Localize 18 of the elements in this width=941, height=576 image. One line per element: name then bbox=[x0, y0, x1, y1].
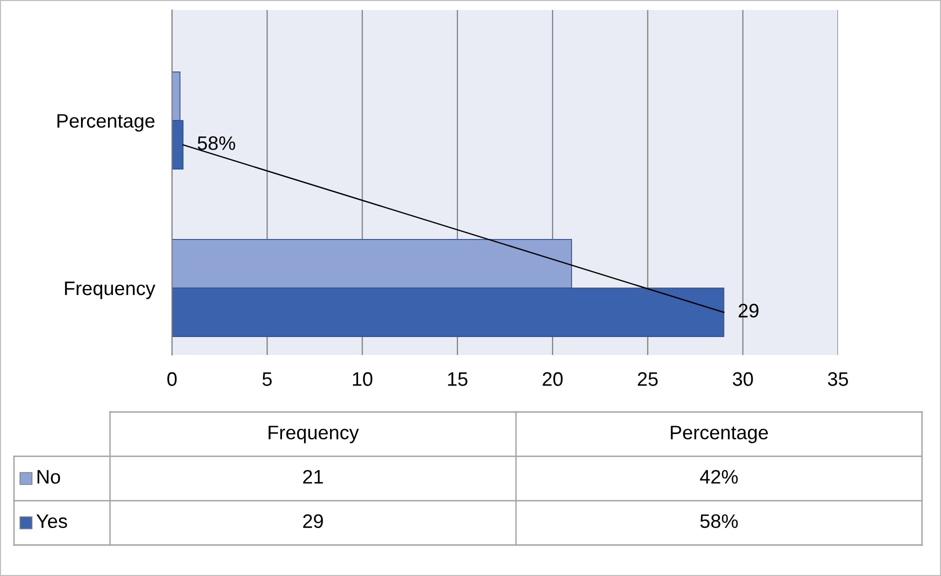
x-tick-label: 15 bbox=[448, 372, 468, 386]
text: 29 bbox=[303, 514, 323, 528]
x-tick-label: 10 bbox=[352, 372, 372, 386]
category-label: Percentage bbox=[670, 426, 768, 444]
data-label: 58% bbox=[198, 136, 236, 150]
legend-label: Yes bbox=[36, 514, 68, 528]
legend-label: No bbox=[38, 470, 60, 484]
category-label: Frequency bbox=[268, 426, 359, 444]
text: 42% bbox=[700, 470, 738, 484]
x-tick-label: 35 bbox=[828, 372, 848, 386]
x-tick-label: 25 bbox=[638, 372, 658, 386]
text: 58% bbox=[700, 514, 738, 528]
x-tick-label: 5 bbox=[262, 372, 272, 386]
text: 21 bbox=[303, 470, 323, 484]
x-tick-label: 30 bbox=[732, 372, 753, 386]
x-tick-label: 0 bbox=[167, 372, 177, 386]
data-label: 29 bbox=[738, 304, 758, 318]
x-tick-label: 20 bbox=[542, 372, 563, 386]
